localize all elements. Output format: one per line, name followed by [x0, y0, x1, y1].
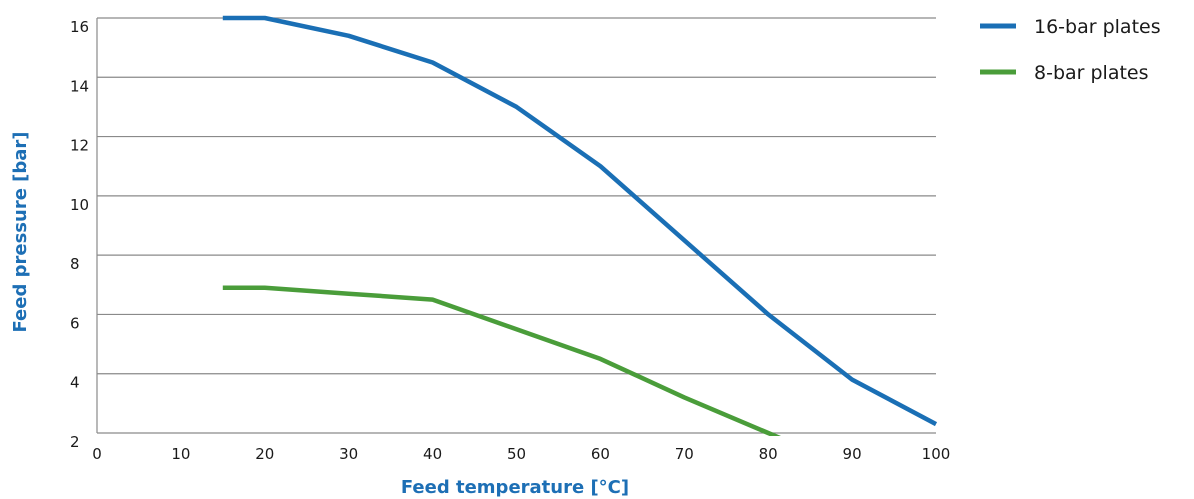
- x-tick-label: 0: [92, 445, 102, 463]
- x-tick-label: 30: [339, 445, 358, 463]
- series-line-2: [222, 285, 782, 436]
- y-tick-label: 2: [70, 433, 80, 451]
- x-axis-title: Feed temperature [°C]: [401, 477, 629, 498]
- x-tick-label: 70: [675, 445, 694, 463]
- y-tick-label: 16: [70, 18, 89, 36]
- x-tick-label: 40: [423, 445, 442, 463]
- series-lines: [222, 15, 938, 436]
- x-tick-label: 100: [922, 445, 951, 463]
- gridlines: [97, 17, 936, 434]
- x-tick-label: 50: [507, 445, 526, 463]
- x-tick-label: 90: [843, 445, 862, 463]
- y-axis-title: Feed pressure [bar]: [10, 131, 31, 332]
- y-tick-label: 4: [70, 374, 80, 392]
- series-line-1: [222, 15, 938, 427]
- legend-label: 8-bar plates: [1034, 62, 1149, 84]
- legend-label: 16-bar plates: [1034, 16, 1161, 38]
- y-tick-label: 12: [70, 137, 89, 155]
- x-axis-tick-labels: 0 10 20 30 40 50 60 70 80 90 100: [92, 445, 950, 463]
- legend: 16-bar plates 8-bar plates: [980, 16, 1161, 84]
- y-axis-tick-labels: 2 4 6 8 10 12 14 16: [70, 18, 89, 451]
- y-tick-label: 14: [70, 77, 89, 95]
- x-tick-label: 60: [591, 445, 610, 463]
- y-tick-label: 6: [70, 314, 80, 332]
- x-tick-label: 80: [759, 445, 778, 463]
- x-tick-label: 10: [171, 445, 190, 463]
- y-tick-label: 8: [70, 255, 80, 273]
- y-tick-label: 10: [70, 196, 89, 214]
- x-tick-label: 20: [255, 445, 274, 463]
